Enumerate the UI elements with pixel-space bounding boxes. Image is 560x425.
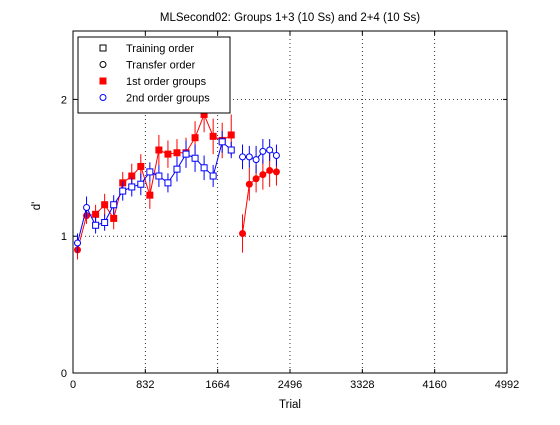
data-layer bbox=[74, 96, 280, 260]
data-point bbox=[191, 134, 199, 142]
data-point bbox=[209, 172, 217, 180]
data-point bbox=[101, 219, 109, 227]
data-point bbox=[146, 191, 154, 199]
data-point bbox=[259, 171, 267, 179]
data-point bbox=[173, 149, 181, 157]
x-tick-label: 1664 bbox=[205, 379, 229, 391]
y-tick-label: 0 bbox=[61, 368, 67, 380]
data-point bbox=[252, 175, 260, 183]
x-tick-label: 4160 bbox=[422, 379, 446, 391]
data-point bbox=[272, 151, 280, 159]
x-axis-label: Trial bbox=[279, 399, 301, 411]
data-point bbox=[218, 138, 226, 146]
data-point bbox=[239, 229, 247, 237]
x-tick-label: 2496 bbox=[278, 379, 302, 391]
data-point bbox=[137, 180, 145, 188]
data-point bbox=[74, 239, 82, 247]
data-point bbox=[239, 153, 247, 161]
data-point bbox=[101, 201, 109, 209]
legend-label: Training order bbox=[126, 43, 194, 55]
data-point bbox=[209, 132, 217, 140]
data-point bbox=[164, 179, 172, 187]
data-point bbox=[164, 150, 172, 158]
chart-title: MLSecond02: Groups 1+3 (10 Ss) and 2+4 (… bbox=[160, 12, 420, 24]
data-point bbox=[252, 156, 260, 164]
data-point bbox=[92, 210, 100, 218]
data-point bbox=[155, 172, 163, 180]
data-point bbox=[83, 203, 91, 211]
legend-label: 1st order groups bbox=[126, 76, 207, 88]
legend: Training order Transfer order 1st order gr… bbox=[77, 36, 231, 114]
legend-marker bbox=[99, 77, 107, 85]
data-point bbox=[227, 131, 235, 139]
data-point bbox=[227, 146, 235, 154]
legend-marker bbox=[99, 44, 107, 52]
legend-label: Transfer order bbox=[126, 60, 196, 72]
y-tick-label: 1 bbox=[61, 231, 67, 243]
series-second-order bbox=[74, 130, 280, 253]
data-point bbox=[191, 154, 199, 162]
data-point bbox=[266, 146, 274, 154]
data-point bbox=[245, 153, 253, 161]
y-tick-label: 2 bbox=[61, 94, 67, 106]
data-point bbox=[259, 147, 267, 155]
data-point bbox=[200, 164, 208, 172]
data-point bbox=[146, 168, 154, 176]
data-point bbox=[119, 187, 127, 195]
y-axis-label: d' bbox=[31, 202, 43, 211]
x-tick-label: 4992 bbox=[495, 379, 519, 391]
data-point bbox=[245, 180, 253, 188]
x-tick-label: 3328 bbox=[350, 379, 374, 391]
data-point bbox=[110, 214, 118, 222]
legend-label: 2nd order groups bbox=[126, 93, 210, 105]
data-point bbox=[182, 150, 190, 158]
x-tick-label: 0 bbox=[70, 379, 76, 391]
data-point bbox=[110, 201, 118, 209]
legend-marker bbox=[99, 61, 107, 68]
data-point bbox=[272, 168, 280, 176]
axis-ticks: 0 832 1664 2496 3328 4160 4992 0 1 2 bbox=[61, 31, 519, 391]
legend-marker bbox=[99, 94, 107, 101]
data-point bbox=[128, 183, 136, 191]
data-point bbox=[173, 165, 181, 173]
data-point bbox=[92, 221, 100, 229]
x-tick-label: 832 bbox=[136, 379, 154, 391]
data-point bbox=[155, 146, 163, 154]
data-point bbox=[137, 162, 145, 170]
data-point bbox=[266, 167, 274, 175]
